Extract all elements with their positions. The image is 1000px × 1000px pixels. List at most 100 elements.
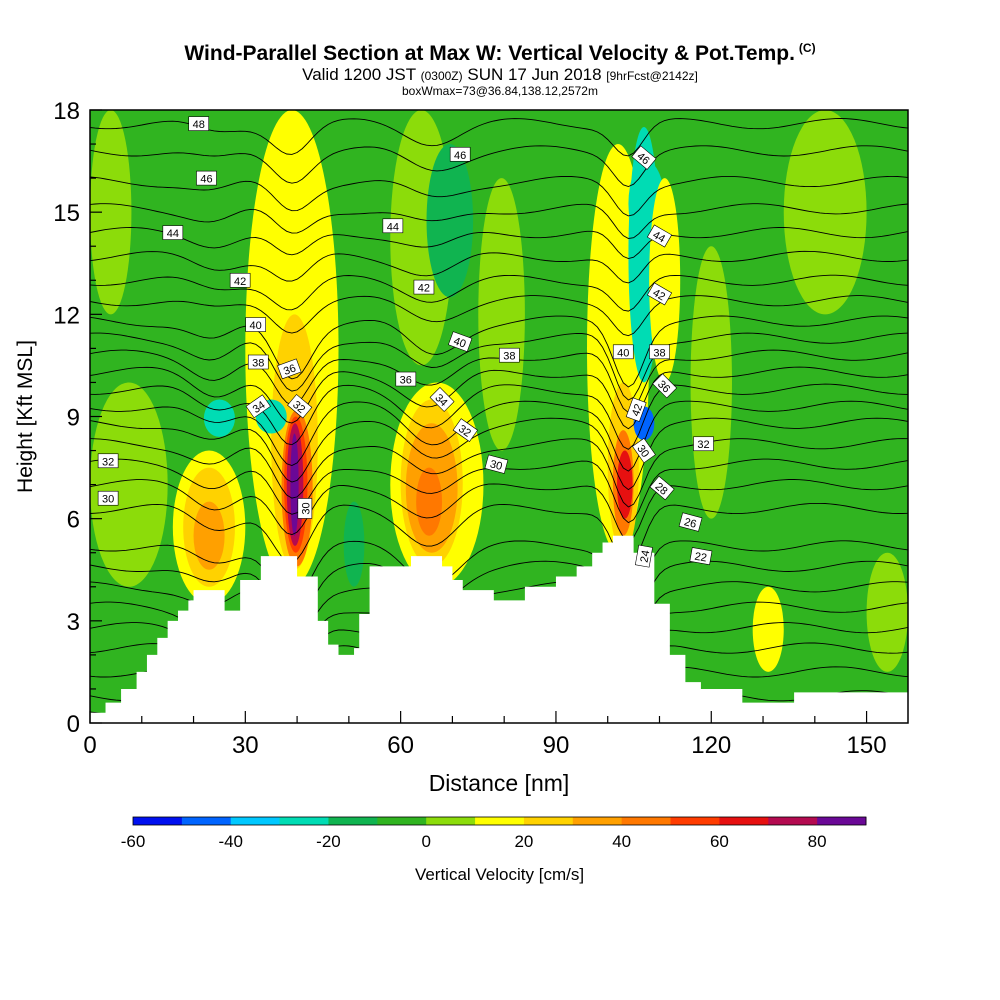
svg-text:42: 42 bbox=[630, 402, 645, 418]
colorbar-swatch-14 bbox=[817, 817, 867, 825]
svg-text:44: 44 bbox=[387, 221, 399, 233]
isentrope-45 bbox=[90, 203, 908, 239]
y-axis: 0 3 6 9 12 15 18 bbox=[53, 98, 102, 738]
y-tick-label-12: 12 bbox=[53, 302, 80, 329]
velocity-cell-0 bbox=[90, 382, 168, 587]
svg-text:42: 42 bbox=[650, 287, 667, 304]
isentrope-30 bbox=[90, 502, 908, 568]
x-tick-label-30: 30 bbox=[232, 732, 259, 759]
isentrope-27 bbox=[90, 581, 908, 652]
svg-text:24: 24 bbox=[638, 549, 652, 563]
y-axis-label: Height [Kft MSL] bbox=[14, 340, 37, 493]
forecast-info: [9hrFcst@2142z] bbox=[606, 69, 698, 83]
velocity-cell-33 bbox=[90, 110, 132, 315]
isentrope-label-13: 44 bbox=[382, 218, 404, 233]
velocity-cell-11 bbox=[203, 399, 235, 437]
isentrope-41 bbox=[90, 295, 908, 337]
y-tick-label-15: 15 bbox=[53, 200, 80, 227]
isentrope-label-7: 34 bbox=[245, 394, 271, 419]
svg-text:38: 38 bbox=[503, 351, 515, 363]
isentrope-label-10: 30 bbox=[97, 490, 119, 506]
isentrope-47 bbox=[90, 145, 908, 187]
colorbar: -60 -40 -20 0 20 40 60 80 bbox=[121, 816, 867, 851]
isentrope-33 bbox=[90, 438, 908, 508]
svg-text:34: 34 bbox=[251, 399, 268, 416]
velocity-cell-29 bbox=[690, 246, 732, 519]
y-tick-label-9: 9 bbox=[67, 405, 80, 432]
x-tick-label-90: 90 bbox=[543, 732, 570, 759]
isentrope-label-30: 26 bbox=[678, 512, 703, 532]
x-tick-label-150: 150 bbox=[847, 732, 887, 759]
svg-text:48: 48 bbox=[193, 119, 205, 131]
colorbar-swatch-1 bbox=[181, 817, 232, 825]
svg-text:30: 30 bbox=[489, 458, 504, 473]
colorbar-swatch-6 bbox=[426, 817, 476, 825]
velocity-cell-17 bbox=[416, 467, 443, 536]
svg-text:32: 32 bbox=[456, 423, 473, 440]
colorbar-swatch-4 bbox=[328, 817, 378, 825]
isentrope-38 bbox=[90, 349, 908, 414]
isentrope-label-23: 42 bbox=[646, 282, 673, 306]
svg-text:46: 46 bbox=[200, 174, 212, 186]
isentrope-label-20: 30 bbox=[484, 454, 509, 474]
colorbar-tick--20: -20 bbox=[316, 832, 341, 851]
colorbar-swatch-7 bbox=[475, 817, 525, 825]
velocity-cell-30 bbox=[752, 586, 784, 672]
y-tick-label-18: 18 bbox=[53, 98, 80, 125]
colorbar-swatch-10 bbox=[621, 817, 672, 825]
svg-text:40: 40 bbox=[617, 347, 629, 359]
isentrope-46 bbox=[90, 175, 908, 217]
title-block: Wind-Parallel Section at Max W: Vertical… bbox=[0, 36, 1000, 98]
svg-text:26: 26 bbox=[683, 516, 698, 531]
velocity-cell-20 bbox=[478, 178, 525, 451]
isentrope-42 bbox=[90, 274, 908, 312]
colorbar-swatch-12 bbox=[719, 817, 769, 825]
velocity-cell-31 bbox=[814, 348, 888, 451]
colorbar-swatch-5 bbox=[377, 817, 427, 825]
svg-text:44: 44 bbox=[167, 228, 179, 240]
isentrope-label-27: 42 bbox=[625, 397, 647, 422]
svg-text:38: 38 bbox=[653, 347, 665, 359]
isentrope-label-3: 42 bbox=[229, 272, 251, 288]
svg-text:22: 22 bbox=[694, 551, 708, 565]
isentrope-28 bbox=[90, 560, 908, 634]
x-axis-label: Distance [nm] bbox=[429, 770, 570, 796]
isentrope-label-19: 32 bbox=[452, 418, 478, 443]
svg-text:46: 46 bbox=[454, 150, 466, 162]
isentrope-34 bbox=[90, 417, 908, 491]
isentrope-35 bbox=[90, 400, 908, 472]
colorbar-label: Vertical Velocity [cm/s] bbox=[415, 865, 584, 884]
svg-text:40: 40 bbox=[250, 320, 262, 332]
svg-text:36: 36 bbox=[282, 362, 298, 377]
isentrope-label-33: 32 bbox=[693, 436, 714, 451]
svg-text:38: 38 bbox=[252, 358, 264, 370]
isentrope-43 bbox=[90, 250, 908, 284]
chart-subtitle: Valid 1200 JST (0300Z) SUN 17 Jun 2018 [… bbox=[302, 65, 698, 84]
x-axis: 0 30 60 90 120 150 bbox=[83, 711, 887, 759]
svg-text:32: 32 bbox=[697, 439, 709, 451]
isentrope-label-1: 46 bbox=[196, 170, 217, 186]
isentrope-label-15: 40 bbox=[447, 331, 473, 352]
isentrope-label-5: 38 bbox=[247, 354, 269, 370]
isentrope-label-32: 22 bbox=[689, 547, 713, 566]
velocity-cell-13 bbox=[343, 501, 365, 587]
colorbar-swatch-3 bbox=[279, 817, 329, 825]
isentrope-label-16: 38 bbox=[499, 347, 520, 363]
colorbar-swatch-8 bbox=[523, 817, 574, 825]
colorbar-tick--40: -40 bbox=[218, 832, 243, 851]
colorbar-swatch-2 bbox=[230, 817, 281, 825]
chart-title: Wind-Parallel Section at Max W: Vertical… bbox=[184, 41, 816, 65]
colorbar-tick-20: 20 bbox=[514, 832, 533, 851]
y-tick-label-0: 0 bbox=[67, 711, 80, 738]
colorbar-swatch-9 bbox=[572, 817, 623, 825]
svg-text:30: 30 bbox=[102, 494, 114, 506]
isentrope-label-24: 40 bbox=[612, 344, 634, 359]
velocity-cell-9 bbox=[290, 433, 299, 536]
x-tick-label-120: 120 bbox=[691, 732, 731, 759]
isentrope-label-28: 30 bbox=[632, 437, 656, 464]
velocity-cell-19 bbox=[426, 144, 474, 298]
copyright-mark: (C) bbox=[798, 41, 816, 55]
